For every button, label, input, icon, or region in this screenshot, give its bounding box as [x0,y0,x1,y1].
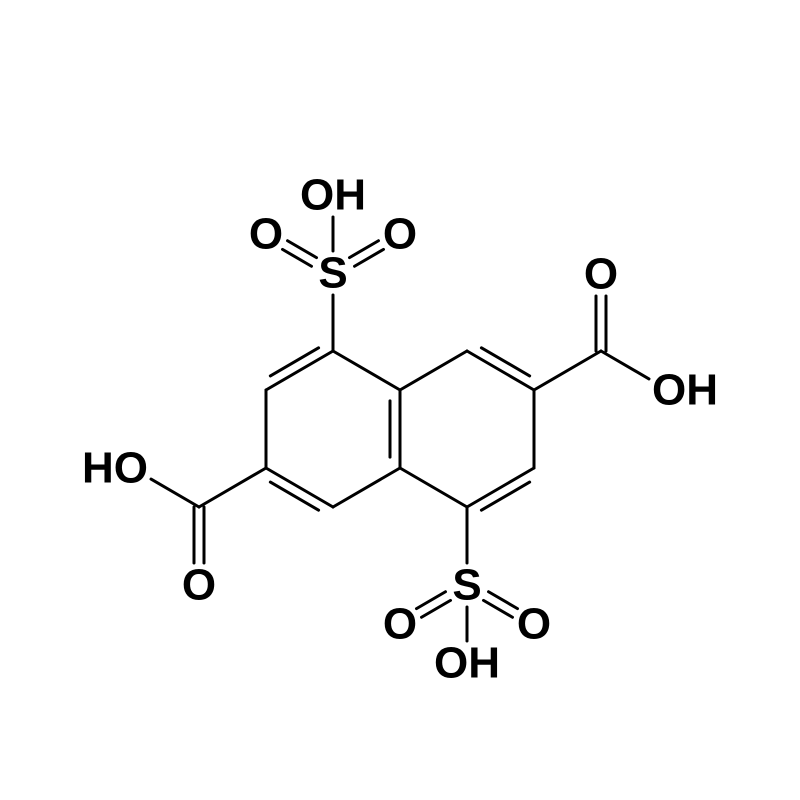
bond [199,468,266,507]
bond [481,482,529,510]
atom-label: O [383,600,417,649]
atom-label: O [383,210,417,259]
bond [400,468,467,507]
atom-label: S [318,249,347,298]
bond [601,351,649,379]
bond [270,482,318,510]
bond [266,468,333,507]
bond [333,351,400,390]
bond [266,351,333,390]
atom-label: O [182,561,216,610]
molecule-diagram: OOHOHOSOOOHSOOOH [0,0,800,800]
bond [333,468,400,507]
atom-label: O [517,600,551,649]
atom-label: S [452,561,481,610]
bond [534,351,601,390]
bond [467,351,534,390]
atom-label: OH [300,171,366,220]
bond [400,351,467,390]
atom-label: OH [652,366,718,415]
bond [481,348,529,376]
atom-label: HO [82,444,148,493]
bond [467,468,534,507]
atom-label: O [584,250,618,299]
bond [151,479,199,507]
bond [270,348,318,376]
atom-label: O [249,210,283,259]
atom-label: OH [434,639,500,688]
